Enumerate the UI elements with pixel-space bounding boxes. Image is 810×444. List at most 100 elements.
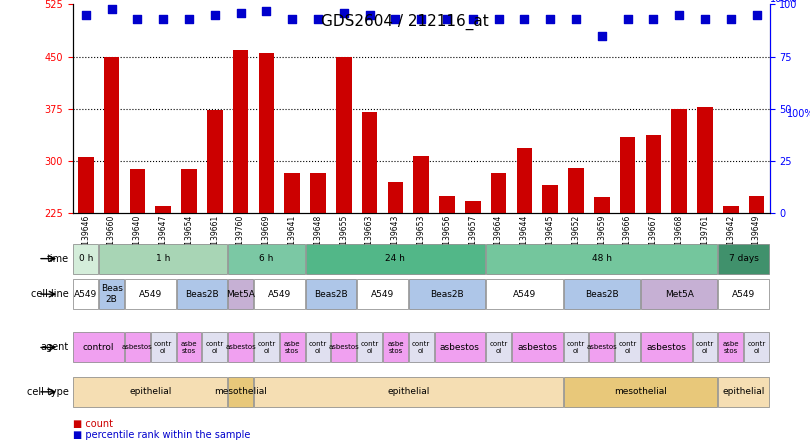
FancyBboxPatch shape <box>99 279 124 309</box>
Point <box>569 16 582 23</box>
Point <box>105 5 118 12</box>
Point <box>673 12 686 19</box>
Text: asbestos: asbestos <box>225 345 256 350</box>
Point <box>621 16 634 23</box>
Point <box>518 16 531 23</box>
Text: contr
ol: contr ol <box>696 341 714 354</box>
FancyBboxPatch shape <box>177 279 227 309</box>
FancyBboxPatch shape <box>409 333 433 362</box>
Text: mesothelial: mesothelial <box>214 387 267 396</box>
Text: Met5A: Met5A <box>665 289 693 299</box>
FancyBboxPatch shape <box>357 279 407 309</box>
Point <box>467 16 480 23</box>
Bar <box>413 156 429 369</box>
FancyBboxPatch shape <box>125 333 150 362</box>
Bar <box>104 57 119 369</box>
Point <box>724 16 737 23</box>
Bar <box>723 206 739 369</box>
Bar <box>232 50 249 369</box>
Point <box>441 16 454 23</box>
FancyBboxPatch shape <box>718 377 769 407</box>
FancyBboxPatch shape <box>564 279 640 309</box>
Bar <box>439 196 454 369</box>
Bar <box>181 169 197 369</box>
FancyBboxPatch shape <box>254 279 305 309</box>
FancyBboxPatch shape <box>564 333 588 362</box>
Point <box>647 16 660 23</box>
Text: asbestos: asbestos <box>586 345 617 350</box>
FancyBboxPatch shape <box>151 333 176 362</box>
FancyBboxPatch shape <box>228 377 253 407</box>
Point <box>79 12 92 19</box>
FancyBboxPatch shape <box>202 333 227 362</box>
Text: epithelial: epithelial <box>129 387 172 396</box>
Text: Beas2B: Beas2B <box>585 289 619 299</box>
FancyBboxPatch shape <box>74 333 124 362</box>
Text: ■ percentile rank within the sample: ■ percentile rank within the sample <box>73 430 250 440</box>
Point <box>492 16 505 23</box>
Text: contr
ol: contr ol <box>309 341 327 354</box>
Text: contr
ol: contr ol <box>489 341 508 354</box>
Text: time: time <box>47 254 69 264</box>
FancyBboxPatch shape <box>254 333 279 362</box>
Bar <box>258 53 274 369</box>
FancyBboxPatch shape <box>305 244 485 274</box>
Text: 100%: 100% <box>770 0 797 4</box>
Point <box>363 12 376 19</box>
Text: contr
ol: contr ol <box>206 341 224 354</box>
Point <box>234 9 247 16</box>
Text: A549: A549 <box>371 289 394 299</box>
Point <box>286 16 299 23</box>
Text: asbestos: asbestos <box>440 343 480 352</box>
Text: 6 h: 6 h <box>259 254 274 263</box>
Text: asbestos: asbestos <box>646 343 686 352</box>
Y-axis label: 100%: 100% <box>787 109 810 119</box>
Bar <box>336 57 352 369</box>
Text: contr
ol: contr ol <box>567 341 585 354</box>
Text: asbestos: asbestos <box>328 345 359 350</box>
Bar <box>207 110 223 369</box>
Point <box>337 9 350 16</box>
FancyBboxPatch shape <box>718 279 769 309</box>
Text: contr
ol: contr ol <box>360 341 379 354</box>
Text: contr
ol: contr ol <box>748 341 765 354</box>
Text: asbe
stos: asbe stos <box>181 341 198 354</box>
Text: A549: A549 <box>732 289 755 299</box>
FancyBboxPatch shape <box>74 279 98 309</box>
Text: A549: A549 <box>139 289 162 299</box>
Point <box>156 16 169 23</box>
Point <box>182 16 195 23</box>
FancyBboxPatch shape <box>279 333 305 362</box>
FancyBboxPatch shape <box>331 333 356 362</box>
Text: 1 h: 1 h <box>156 254 170 263</box>
Text: asbe
stos: asbe stos <box>387 341 403 354</box>
FancyBboxPatch shape <box>435 333 485 362</box>
Bar <box>646 135 661 369</box>
FancyBboxPatch shape <box>74 244 98 274</box>
Text: asbestos: asbestos <box>122 345 153 350</box>
FancyBboxPatch shape <box>590 333 614 362</box>
Text: 7 days: 7 days <box>729 254 759 263</box>
Text: asbestos: asbestos <box>518 343 557 352</box>
Text: 0 h: 0 h <box>79 254 93 263</box>
FancyBboxPatch shape <box>641 333 692 362</box>
Text: epithelial: epithelial <box>723 387 765 396</box>
Point <box>131 16 144 23</box>
Point <box>389 16 402 23</box>
FancyBboxPatch shape <box>486 279 563 309</box>
FancyBboxPatch shape <box>228 333 253 362</box>
Text: A549: A549 <box>267 289 291 299</box>
Text: mesothelial: mesothelial <box>614 387 667 396</box>
Bar <box>594 197 610 369</box>
Text: contr
ol: contr ol <box>258 341 275 354</box>
FancyBboxPatch shape <box>254 377 563 407</box>
Text: contr
ol: contr ol <box>154 341 173 354</box>
Text: Beas
2B: Beas 2B <box>100 285 122 304</box>
Text: Met5A: Met5A <box>226 289 255 299</box>
Bar <box>671 109 687 369</box>
FancyBboxPatch shape <box>693 333 718 362</box>
Bar <box>543 185 558 369</box>
Text: 48 h: 48 h <box>592 254 612 263</box>
Text: asbe
stos: asbe stos <box>723 341 739 354</box>
Point <box>750 12 763 19</box>
